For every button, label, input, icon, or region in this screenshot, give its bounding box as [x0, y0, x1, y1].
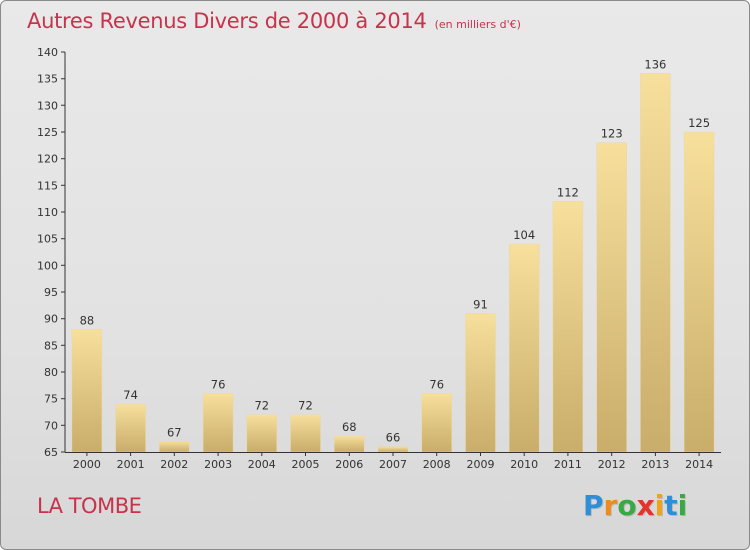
- commune-name: LA TOMBE: [37, 494, 142, 518]
- chart-subtitle: (en milliers d'€): [434, 18, 521, 31]
- data-label-2006: 68: [342, 420, 357, 434]
- x-tick-label-2001: 2001: [117, 458, 145, 471]
- y-tick-label-85: 85: [44, 339, 58, 352]
- bar-2004: [246, 414, 278, 453]
- data-label-2005: 72: [298, 399, 313, 413]
- bar-2009: [465, 313, 496, 453]
- bar-2002: [159, 441, 190, 453]
- x-tick-label-2002: 2002: [160, 458, 188, 471]
- logo-letter: P: [583, 489, 604, 522]
- data-label-2012: 123: [601, 127, 623, 141]
- bar-2011: [552, 201, 584, 453]
- bar-2001: [115, 403, 146, 453]
- x-tick-label-2014: 2014: [685, 458, 713, 471]
- x-tick-label-2012: 2012: [598, 458, 626, 471]
- bar-2010: [508, 243, 540, 453]
- y-tick-label-100: 100: [37, 259, 58, 272]
- logo-letter: o: [617, 489, 637, 522]
- bar-2000: [71, 329, 103, 453]
- bar-2007: [377, 446, 409, 453]
- x-tick-label-2003: 2003: [204, 458, 232, 471]
- data-label-2003: 76: [211, 377, 226, 391]
- x-tick-label-2009: 2009: [467, 458, 495, 471]
- y-tick-label-110: 110: [37, 206, 58, 219]
- chart-title-block: Autres Revenus Divers de 2000 à 2014 (en …: [27, 9, 521, 33]
- bar-2003: [202, 393, 234, 453]
- x-tick-label-2010: 2010: [510, 458, 538, 471]
- x-tick-label-2007: 2007: [379, 458, 407, 471]
- y-tick-label-125: 125: [37, 126, 58, 139]
- y-tick-label-65: 65: [44, 446, 58, 459]
- data-label-2011: 112: [557, 185, 579, 199]
- bars-group: 88 74 67 76 72 72 68 66 76 91 104 112 123 136 125: [71, 57, 715, 453]
- y-tick-label-70: 70: [44, 419, 58, 432]
- bar-2008: [421, 393, 452, 453]
- x-tick-label-2013: 2013: [641, 458, 669, 471]
- data-label-2014: 125: [688, 116, 710, 130]
- y-tick-label-130: 130: [37, 99, 58, 112]
- x-tick-label-2005: 2005: [292, 458, 320, 471]
- bar-2014: [683, 131, 715, 453]
- chart-title: Autres Revenus Divers de 2000 à 2014: [27, 9, 427, 33]
- y-tick-label-135: 135: [37, 73, 58, 86]
- x-tick-label-2004: 2004: [248, 458, 276, 471]
- data-label-2002: 67: [167, 425, 182, 439]
- y-tick-label-80: 80: [44, 366, 58, 379]
- axes-group: 2000 2001 2002 2003 2004 2005 2006 2007 2008 2009…: [37, 46, 721, 471]
- logo-letter: t: [664, 489, 678, 522]
- proxiti-logo: Proxiti: [583, 489, 687, 522]
- bar-2013: [640, 73, 671, 453]
- bar-2005: [290, 414, 321, 453]
- data-label-2013: 136: [644, 57, 666, 71]
- y-tick-label-105: 105: [37, 233, 58, 246]
- y-tick-label-75: 75: [44, 393, 58, 406]
- x-tick-label-2006: 2006: [335, 458, 363, 471]
- logo-letter: i: [654, 489, 665, 522]
- y-tick-label-90: 90: [44, 313, 58, 326]
- x-tick-label-2011: 2011: [554, 458, 582, 471]
- bar-2012: [596, 142, 627, 453]
- logo-letter: r: [603, 489, 618, 522]
- data-label-2004: 72: [254, 399, 269, 413]
- x-tick-label-2008: 2008: [423, 458, 451, 471]
- data-label-2010: 104: [513, 228, 535, 242]
- y-tick-label-120: 120: [37, 153, 58, 166]
- logo-letter: i: [677, 489, 688, 522]
- data-label-2001: 74: [123, 388, 138, 402]
- y-tick-label-95: 95: [44, 286, 58, 299]
- data-label-2000: 88: [80, 313, 95, 327]
- data-label-2009: 91: [473, 297, 488, 311]
- y-tick-label-115: 115: [37, 179, 58, 192]
- bar-2006: [334, 435, 365, 453]
- y-tick-label-140: 140: [37, 46, 58, 59]
- logo-letter: x: [636, 489, 655, 522]
- data-label-2008: 76: [429, 377, 444, 391]
- x-tick-label-2000: 2000: [73, 458, 101, 471]
- data-label-2007: 66: [386, 431, 401, 445]
